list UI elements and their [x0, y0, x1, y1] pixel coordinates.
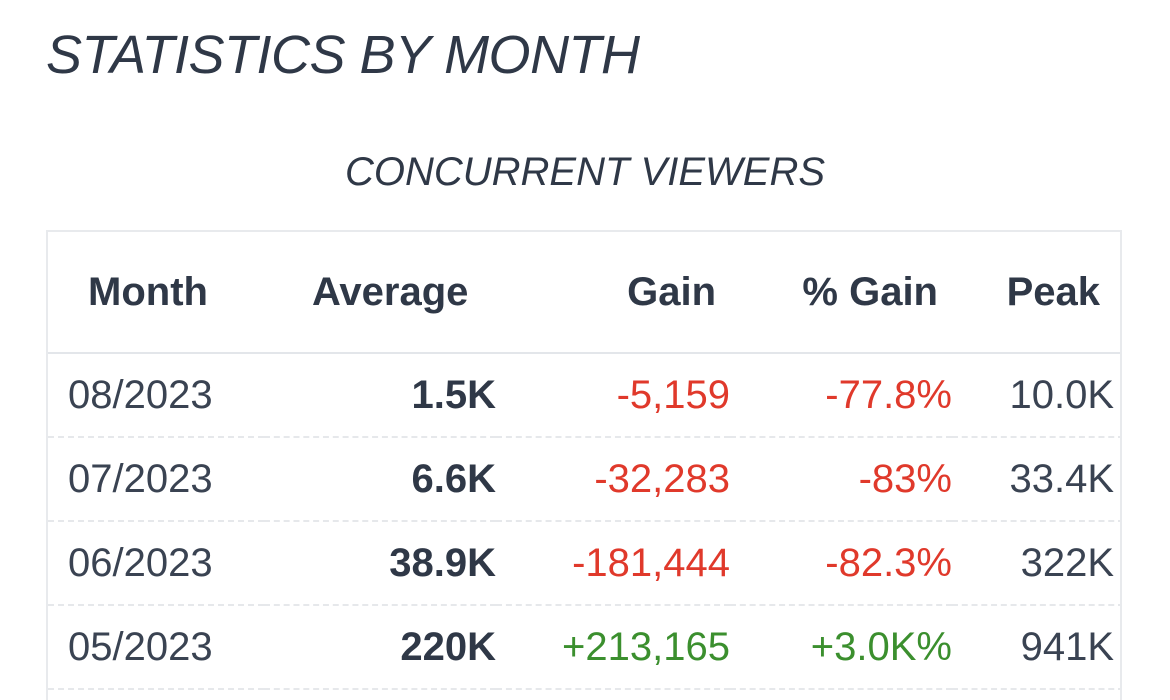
column-header-average[interactable]: Average: [264, 232, 496, 354]
table-caption: CONCURRENT VIEWERS: [344, 150, 826, 194]
table-header: Month Average Gain % Gain Peak: [48, 232, 1120, 354]
cell-peak: 322K: [952, 521, 1120, 606]
column-header-gain[interactable]: Gain: [496, 232, 730, 354]
cell-month: 07/2023: [48, 437, 264, 522]
cell-gain: +213,165: [496, 605, 730, 690]
cell-gain: -32,283: [496, 437, 730, 522]
header-row: Month Average Gain % Gain Peak: [48, 232, 1120, 354]
cell-peak: 33.4K: [952, 437, 1120, 522]
cell-gain: -5,159: [496, 353, 730, 438]
table-row: 05/2023 220K +213,165 +3.0K% 941K: [48, 605, 1120, 690]
cell-month: 05/2023: [48, 605, 264, 690]
cell-month: 06/2023: [48, 521, 264, 606]
table-row: 06/2023 38.9K -181,444 -82.3% 322K: [48, 521, 1120, 606]
cell-pct-gain: -77.8%: [730, 353, 952, 438]
column-header-month[interactable]: Month: [48, 232, 264, 354]
cell-pct-gain: +3.0K%: [730, 605, 952, 690]
cell-average: 6.6K: [264, 437, 496, 522]
section-title: STATISTICS BY MONTH: [46, 25, 640, 85]
cell-peak: 10.0K: [952, 353, 1120, 438]
table-row: 07/2023 6.6K -32,283 -83% 33.4K: [48, 437, 1120, 522]
monthly-stats-table: Month Average Gain % Gain Peak 08/2023 1…: [48, 232, 1120, 690]
cell-average: 1.5K: [264, 353, 496, 438]
column-header-pct-gain[interactable]: % Gain: [730, 232, 952, 354]
cell-average: 220K: [264, 605, 496, 690]
cell-pct-gain: -83%: [730, 437, 952, 522]
cell-gain: -181,444: [496, 521, 730, 606]
cell-average: 38.9K: [264, 521, 496, 606]
stats-table-container: Month Average Gain % Gain Peak 08/2023 1…: [46, 230, 1122, 700]
cell-month: 08/2023: [48, 353, 264, 438]
table-row: 08/2023 1.5K -5,159 -77.8% 10.0K: [48, 353, 1120, 438]
cell-pct-gain: -82.3%: [730, 521, 952, 606]
cell-peak: 941K: [952, 605, 1120, 690]
table-body: 08/2023 1.5K -5,159 -77.8% 10.0K 07/2023…: [48, 353, 1120, 690]
column-header-peak[interactable]: Peak: [952, 232, 1120, 354]
